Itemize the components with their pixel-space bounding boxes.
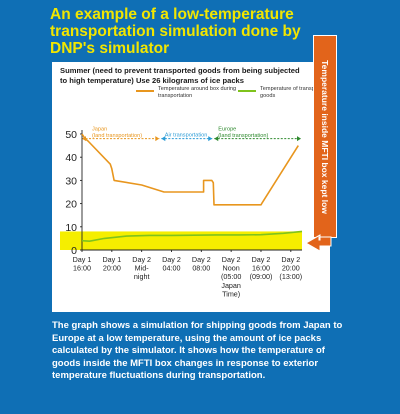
series-line-2 (81, 230, 303, 242)
x-tick-label-1: Day 1 16:00 (73, 255, 92, 273)
chart-title: Summer (need to prevent transported good… (60, 66, 302, 85)
phase-arrow-start-2 (161, 136, 166, 142)
headline-line-1: An example of a low-temperature (50, 6, 294, 23)
phase-arrow-end-3 (297, 136, 301, 142)
x-tick-label-3: Day 2 Mid-night (132, 255, 151, 281)
x-tick-label-6: Day 2 Noon (05:00 Japan Time) (221, 255, 241, 298)
y-tick-label: 0 (71, 245, 77, 257)
series-line-1 (81, 133, 299, 206)
x-tick-label-8: Day 2 20:00 (13:00) (279, 255, 302, 281)
y-tick-label: 20 (65, 199, 77, 211)
caption: The graph shows a simulation for shippin… (52, 320, 343, 381)
side-callout: Temperature inside MFTI box kept low (313, 35, 337, 238)
y-tick-label: 50 (65, 129, 77, 141)
x-tick-label-5: Day 2 08:00 (192, 255, 211, 273)
phase-label-1: Japan (land transportation) (92, 127, 142, 140)
chart-series (81, 133, 303, 242)
side-callout-text: Temperature inside MFTI box kept low (320, 59, 330, 214)
chart-title-line-2: to high temperature) Use 26 kilograms of… (60, 76, 244, 85)
headline-line-2: transportation simulation done by (50, 23, 301, 40)
phase-label-3: Europe (land transportation) (218, 127, 268, 140)
chart-legend: Temperature around box during transportat… (136, 86, 327, 99)
phase-arrow-end-2 (208, 136, 213, 142)
phase-arrow-end-1 (155, 136, 160, 142)
headline: An example of a low-temperature transpor… (50, 6, 350, 57)
y-tick-label: 40 (65, 152, 77, 164)
phase-label-2: Air transportation (165, 133, 208, 139)
temperature-chart: Summer (need to prevent transported good… (60, 66, 327, 298)
x-tick-label-4: Day 2 04:00 (162, 255, 181, 273)
x-tick-label-2: Day 1 20:00 (102, 255, 121, 273)
y-tick-label: 10 (65, 222, 77, 234)
phase-markers: Japan (land transportation) Air transporta… (82, 127, 301, 142)
chart-card: Summer (need to prevent transported good… (52, 62, 330, 312)
headline-line-3: DNP's simulator (50, 40, 170, 57)
phase-arrow-start-3 (214, 136, 219, 142)
x-tick-label-7: Day 2 16:00 (09:00) (250, 255, 273, 281)
chart-title-line-1: Summer (need to prevent transported good… (60, 66, 300, 75)
legend-label-1: Temperature around box during transportat… (158, 86, 236, 99)
legend-label-2: Temperature of transported goods (260, 86, 327, 99)
y-tick-label: 30 (65, 175, 77, 187)
